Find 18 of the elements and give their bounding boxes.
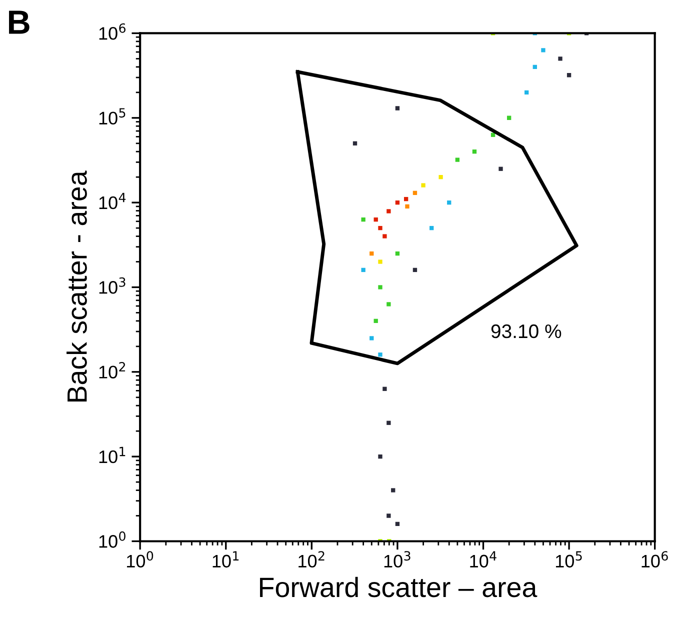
y-tick-label: 10$^{1}$ — [99, 446, 126, 464]
y-tick-label: 10$^{0}$ — [99, 531, 126, 548]
x-axis-title: Forward scatter – area — [260, 576, 538, 598]
x-tick-label: 10$^{2}$ — [298, 551, 324, 568]
x-tick-label: 10$^{6}$ — [642, 551, 668, 568]
annotation: 93.10 % — [491, 324, 562, 338]
text: B — [9, 10, 30, 34]
x-tick-label: 10$^{0}$ — [127, 551, 154, 568]
y-tick-label: 10$^{6}$ — [99, 23, 126, 40]
x-tick-label: 10$^{3}$ — [384, 551, 410, 568]
x-tick-label: 10$^{5}$ — [556, 551, 582, 568]
y-tick-label: 10$^{4}$ — [99, 192, 126, 210]
y-tick-label: 10$^{2}$ — [99, 362, 126, 378]
y-tick-label: 10$^{3}$ — [99, 277, 126, 294]
y-tick-label: 10$^{5}$ — [99, 108, 126, 124]
x-tick-label: 10$^{1}$ — [212, 551, 239, 568]
y-axis-title: Back scatter - area — [66, 170, 87, 402]
x-tick-label: 10$^{4}$ — [470, 551, 496, 568]
